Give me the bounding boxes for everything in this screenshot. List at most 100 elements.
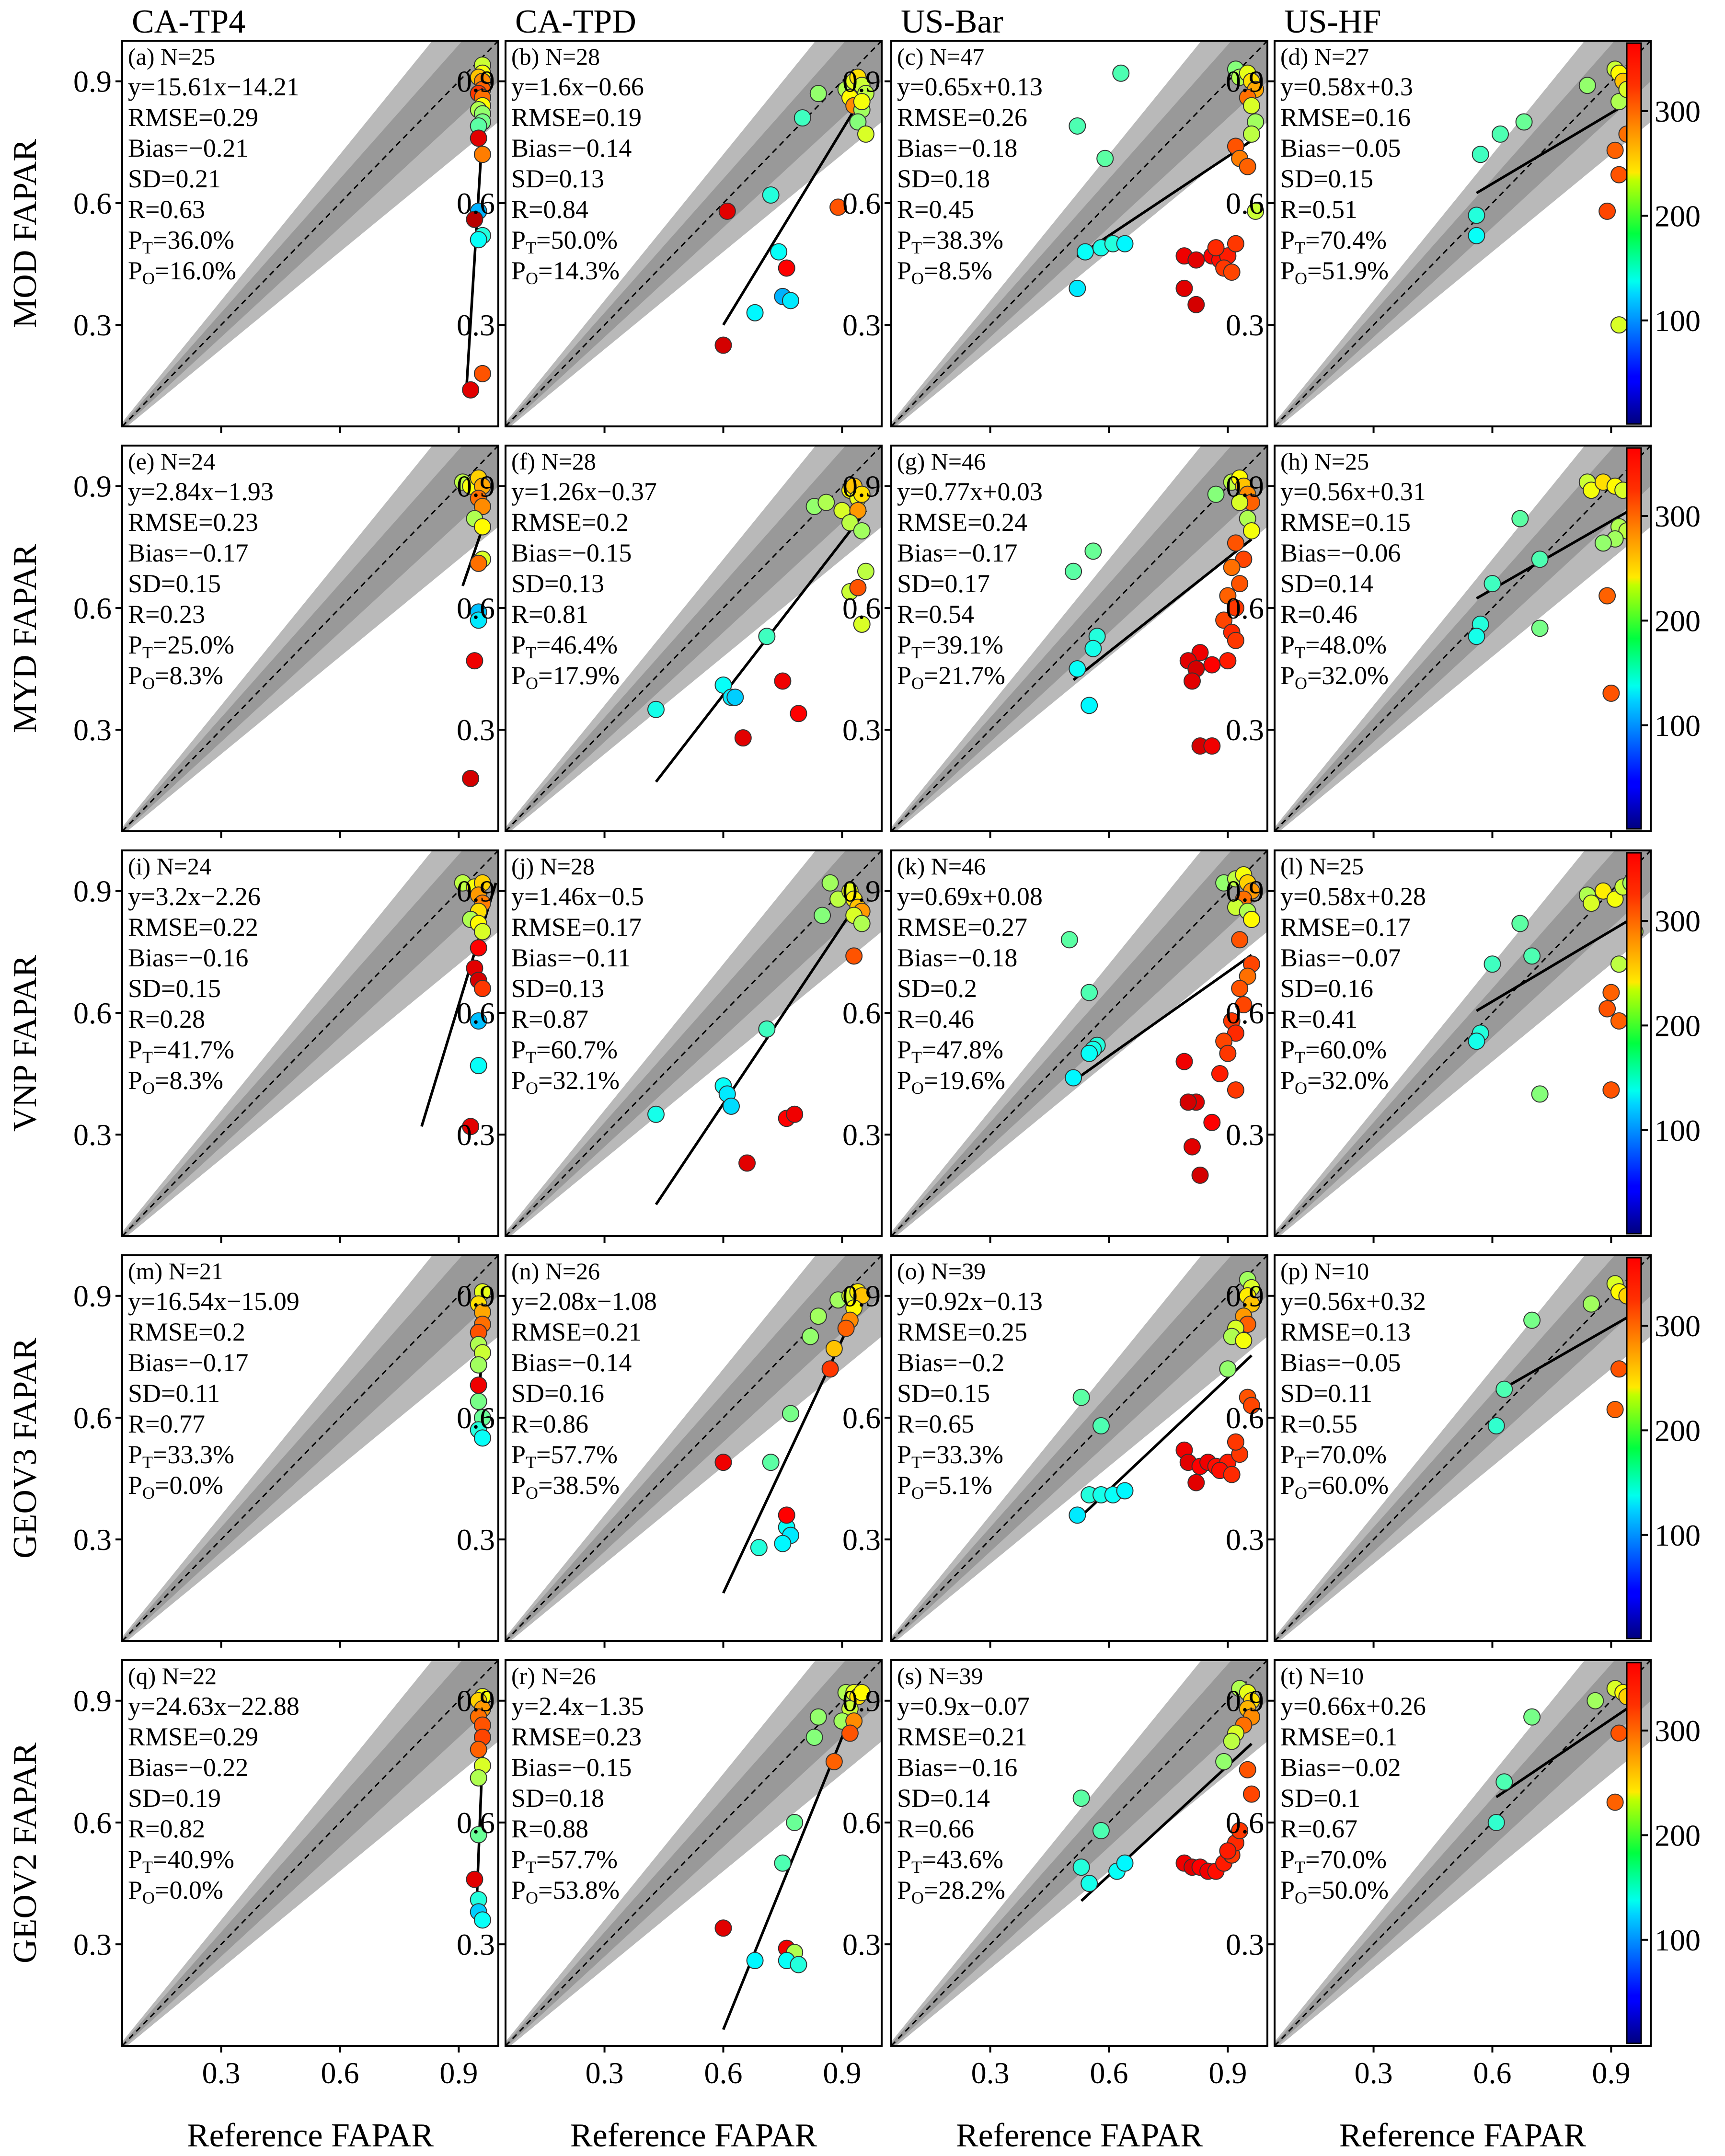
y-tick-label: 0.9 — [1226, 65, 1264, 99]
panel-n: 0.3 0.6 0.9 (n) N=26 y=2.08x−1.08RMSE=0.21Bi… — [457, 1254, 883, 1648]
data-point — [758, 1020, 776, 1038]
data-point — [1492, 125, 1509, 143]
data-point — [1084, 640, 1102, 657]
data-point — [746, 1952, 764, 1970]
plot-area — [1275, 850, 1651, 1236]
colorbar-tick-label: 200 — [1655, 199, 1701, 233]
x-tick-label: 0.6 — [704, 2056, 742, 2090]
data-point — [853, 93, 871, 111]
data-point — [470, 1012, 487, 1030]
data-point — [1235, 996, 1253, 1013]
y-tick-label: 0.3 — [1226, 1523, 1264, 1557]
data-point — [1187, 251, 1205, 269]
data-point — [1223, 1466, 1241, 1483]
data-point — [1084, 542, 1102, 560]
data-point — [1523, 1311, 1541, 1329]
y-tick-label: 0.9 — [73, 1684, 112, 1718]
stat-text: SD=0.21 — [128, 164, 221, 193]
stat-text: y=2.84x−1.93 — [128, 477, 274, 506]
stat-text: R=0.65 — [897, 1410, 974, 1438]
stat-text: y=0.58x+0.28 — [1280, 882, 1426, 911]
stat-text: R=0.63 — [128, 195, 205, 224]
plot-area — [891, 1660, 1267, 2046]
regression-line — [655, 895, 863, 1205]
data-point — [1112, 64, 1130, 82]
data-point — [790, 1956, 807, 1973]
data-point — [805, 1729, 823, 1746]
data-point — [1081, 1044, 1098, 1062]
colorbar — [1627, 1258, 1641, 1639]
stat-text: Bias=−0.15 — [511, 1753, 632, 1782]
y-tick-label: 0.3 — [457, 1927, 495, 1961]
stat-text: PT=50.0% — [511, 226, 618, 257]
y-tick-label: 0.9 — [842, 470, 881, 504]
axes-frame — [505, 445, 883, 832]
y-tick-label: 0.6 — [842, 1806, 881, 1840]
data-point — [1231, 1822, 1249, 1839]
data-point — [758, 628, 776, 645]
regression-line — [1476, 102, 1628, 195]
y-axis-label: GEOV3 FAPAR — [7, 1338, 44, 1559]
data-point — [1227, 1081, 1244, 1099]
panel-t: 0.3 0.6 0.9 0.3 0.6 0.9 (t) N=10 y=0.66x+0.26RM… — [1226, 1659, 1652, 2090]
y-tick-label: 0.3 — [1226, 1927, 1264, 1961]
regression-line — [1495, 1708, 1628, 1799]
data-point — [1598, 202, 1616, 220]
data-point — [774, 1535, 792, 1552]
data-point — [790, 705, 807, 722]
data-point — [782, 292, 799, 310]
data-point — [1203, 1113, 1221, 1131]
stat-text: PT=60.0% — [1280, 1035, 1387, 1067]
stat-text: R=0.23 — [128, 600, 205, 629]
colorbar-tick-label: 200 — [1655, 604, 1701, 638]
column-titles: CA-TP4 CA-TPD US-Bar US-HF — [132, 3, 1381, 40]
data-point — [1227, 599, 1244, 617]
panel-c: 0.3 0.6 0.9 (c) N=47y=0.65x+0.13RMSE=0.26Bi… — [842, 40, 1268, 433]
data-point — [470, 231, 487, 249]
stat-text: SD=0.14 — [897, 1784, 990, 1812]
data-point — [470, 1356, 487, 1374]
y-tick-label: 0.9 — [842, 1279, 881, 1313]
stat-text: y=0.69x+0.08 — [897, 882, 1043, 911]
colorbar-frame — [1626, 1662, 1642, 2044]
y-tick-label: 0.6 — [457, 1401, 495, 1435]
stat-text: RMSE=0.17 — [511, 913, 642, 941]
axes-frame — [121, 445, 499, 832]
y-tick-label: 0.6 — [457, 186, 495, 220]
data-point — [1081, 984, 1098, 1001]
data-point — [473, 1911, 491, 1929]
data-point — [1606, 890, 1624, 908]
data-point — [1072, 1388, 1090, 1406]
stat-text: PO=50.0% — [1280, 1876, 1389, 1907]
colorbar-tick-label: 300 — [1655, 1714, 1701, 1748]
data-point — [462, 769, 480, 787]
x-tick-label: 0.6 — [1473, 2056, 1511, 2090]
stat-text: PO=60.0% — [1280, 1471, 1389, 1502]
colorbar — [1627, 448, 1641, 829]
stat-text: Bias=−0.2 — [897, 1348, 1004, 1377]
plot-area — [891, 850, 1267, 1236]
data-point — [1187, 1474, 1205, 1491]
panel-label: (p) N=10 — [1280, 1258, 1369, 1284]
panel-label: (q) N=22 — [128, 1663, 217, 1689]
stat-text: PT=41.7% — [128, 1035, 234, 1067]
stat-text: PT=36.0% — [128, 226, 234, 257]
panel-j: 0.3 0.6 0.9 (j) N=28y=1.46x−0.5RMSE=0.17Bia… — [457, 849, 883, 1243]
panel-label: (n) N=26 — [511, 1258, 600, 1284]
stat-text: R=0.67 — [1280, 1814, 1357, 1843]
data-point — [1578, 77, 1596, 94]
regression-line — [655, 510, 867, 783]
stat-text: PT=33.3% — [128, 1440, 234, 1472]
panels: 0.30.60.9(a) N=25y=15.61x−14.21RMSE=0.29… — [73, 40, 1652, 2090]
regression-line — [1495, 1316, 1628, 1394]
stat-text: SD=0.2 — [897, 974, 977, 1003]
data-point — [1065, 562, 1082, 580]
y-tick-label: 0.6 — [1226, 996, 1264, 1030]
stat-text: Bias=−0.18 — [897, 943, 1017, 972]
panel-label: (r) N=26 — [511, 1663, 596, 1689]
y-tick-label: 0.3 — [1226, 1118, 1264, 1152]
data-point — [1116, 1854, 1134, 1872]
stat-text: PO=38.5% — [511, 1471, 620, 1502]
stat-text: Bias=−0.05 — [1280, 1348, 1401, 1377]
regression-line — [722, 90, 867, 326]
